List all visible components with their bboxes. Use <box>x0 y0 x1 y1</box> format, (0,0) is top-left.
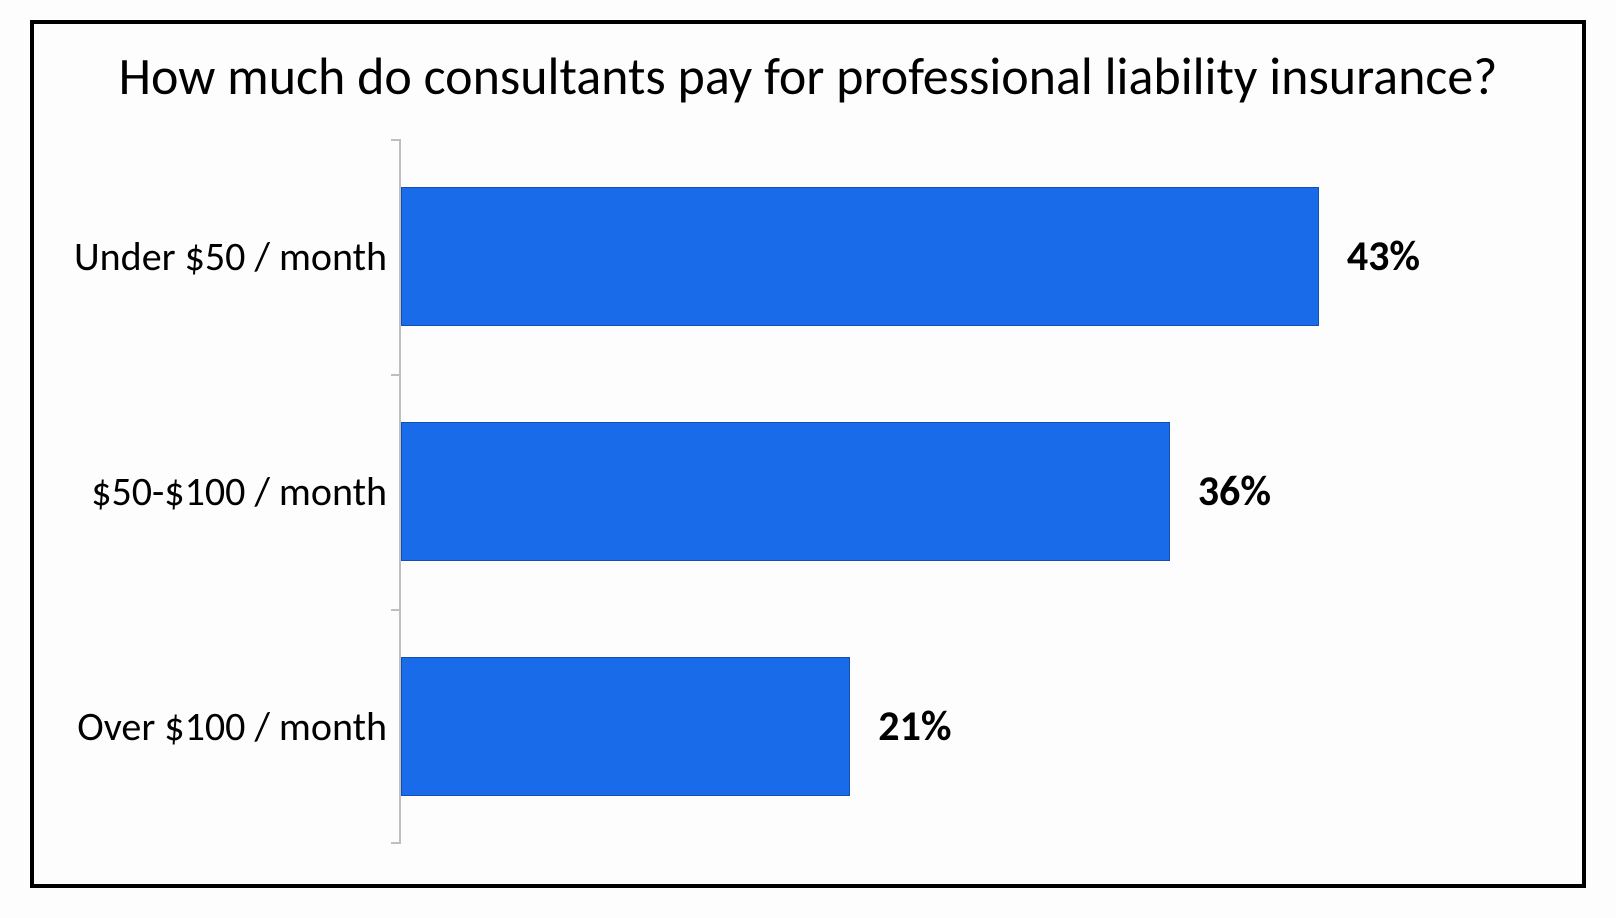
chart-frame: How much do consultants pay for professi… <box>30 20 1586 888</box>
value-label: 43% <box>1347 231 1420 282</box>
axis-tick <box>391 609 401 611</box>
bar-row: 43% <box>399 139 1542 374</box>
chart-title: How much do consultants pay for professi… <box>74 44 1542 109</box>
bar-row: 21% <box>399 609 1542 844</box>
bar <box>401 422 1170 560</box>
bar-slot: 43% <box>399 139 1542 374</box>
value-label: 36% <box>1198 466 1271 517</box>
bar-slot: 36% <box>399 374 1542 609</box>
value-label: 21% <box>878 701 951 752</box>
plot-area: Under $50 / month $50-$100 / month Over … <box>74 139 1542 844</box>
category-label: $50-$100 / month <box>91 467 387 516</box>
bars-area: 43% 36% 21% <box>399 139 1542 844</box>
bar-row: 36% <box>399 374 1542 609</box>
bar <box>401 657 850 795</box>
axis-tick <box>391 374 401 376</box>
axis-tick <box>391 842 401 844</box>
category-label: Under $50 / month <box>74 232 387 281</box>
bar <box>401 187 1319 325</box>
y-axis-labels: Under $50 / month $50-$100 / month Over … <box>74 139 399 844</box>
category-label: Over $100 / month <box>77 702 387 751</box>
axis-tick <box>391 139 401 141</box>
bar-slot: 21% <box>399 609 1542 844</box>
chart-container: How much do consultants pay for professi… <box>0 0 1616 918</box>
